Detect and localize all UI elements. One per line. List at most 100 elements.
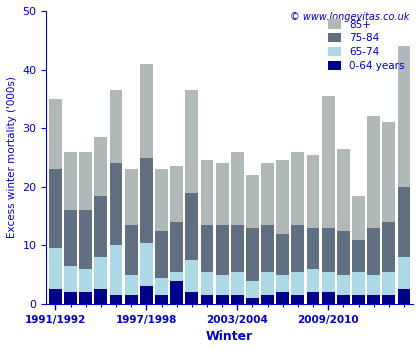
Bar [352,196,365,240]
Bar [382,272,395,295]
Bar [140,158,153,243]
Bar [246,298,259,304]
Bar [246,228,259,281]
Bar [367,117,380,228]
Bar [322,272,335,292]
Bar [110,245,123,295]
Bar [261,225,274,272]
Bar [261,272,274,295]
Y-axis label: Excess winter mortality ('000s): Excess winter mortality ('000s) [7,77,17,238]
Bar [367,228,380,275]
Bar [155,278,168,295]
Bar [276,160,289,234]
Bar [155,295,168,304]
Bar [125,225,138,275]
Bar [307,228,320,269]
Bar [200,272,213,295]
Bar [64,152,77,210]
Bar [200,295,213,304]
Bar [307,269,320,292]
Bar [64,210,77,266]
Bar [94,257,108,289]
Bar [246,175,259,228]
Bar [155,169,168,231]
Bar [140,243,153,287]
Text: © www.longevitas.co.uk: © www.longevitas.co.uk [290,12,410,22]
Bar [94,196,108,257]
Bar [125,295,138,304]
Bar [231,152,244,225]
Bar [94,137,108,196]
Legend: 85+, 75-84, 65-74, 0-64 years: 85+, 75-84, 65-74, 0-64 years [325,16,408,74]
Bar [352,240,365,272]
Bar [185,193,198,260]
Bar [397,289,410,304]
Bar [231,225,244,272]
Bar [322,96,335,228]
Bar [337,295,350,304]
Bar [291,225,304,272]
Bar [216,275,228,295]
Bar [79,292,92,304]
Bar [307,155,320,228]
Bar [185,292,198,304]
Bar [170,166,183,222]
Bar [185,260,198,292]
Bar [49,289,62,304]
Bar [216,225,228,275]
Bar [382,295,395,304]
Bar [125,169,138,225]
Bar [200,225,213,272]
Bar [307,292,320,304]
Bar [170,281,183,304]
Bar [110,163,123,245]
Bar [79,269,92,292]
Bar [291,295,304,304]
Bar [200,160,213,225]
Bar [382,122,395,222]
Bar [397,257,410,289]
Bar [155,231,168,278]
Bar [110,295,123,304]
Bar [140,64,153,158]
Bar [79,210,92,269]
Bar [291,272,304,295]
Bar [276,234,289,275]
Bar [397,46,410,187]
Bar [216,163,228,225]
Bar [337,275,350,295]
Bar [64,266,77,292]
Bar [49,169,62,248]
Bar [49,248,62,289]
Bar [231,272,244,295]
Bar [110,90,123,163]
Bar [337,231,350,275]
Bar [352,295,365,304]
Bar [367,295,380,304]
Bar [79,152,92,210]
Bar [64,292,77,304]
Bar [261,163,274,225]
X-axis label: Winter: Winter [206,330,253,343]
Bar [382,222,395,272]
Bar [185,90,198,193]
Bar [125,275,138,295]
Bar [291,152,304,225]
Bar [322,228,335,272]
Bar [231,295,244,304]
Bar [170,272,183,281]
Bar [352,272,365,295]
Bar [94,289,108,304]
Bar [337,149,350,231]
Bar [216,295,228,304]
Bar [140,287,153,304]
Bar [322,292,335,304]
Bar [261,295,274,304]
Bar [276,292,289,304]
Bar [170,222,183,272]
Bar [246,281,259,298]
Bar [397,187,410,257]
Bar [367,275,380,295]
Bar [49,99,62,169]
Bar [276,275,289,292]
